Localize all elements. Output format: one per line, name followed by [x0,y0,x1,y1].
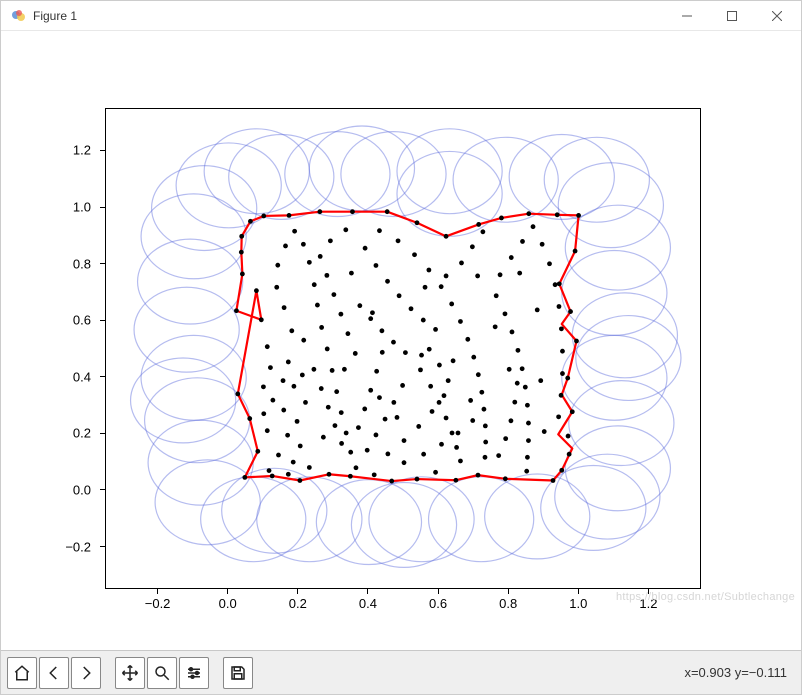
configure-subplots-button[interactable] [179,657,209,689]
x-tick-label: 0.8 [499,596,517,611]
minimize-button[interactable] [664,2,709,30]
titlebar: Figure 1 [1,1,801,31]
matplotlib-toolbar: x=0.903 y=−0.111 [1,650,801,694]
y-tick-label: 1.0 [73,200,91,215]
x-tick-label: 1.0 [569,596,587,611]
figure-canvas[interactable]: −0.2 0.0 0.2 0.4 0.6 0.8 1.0 1.2 −0.2 0.0 0.2 0.4 0.… [1,31,801,649]
x-tick-label: −0.2 [145,596,171,611]
watermark: https://blog.csdn.net/Subtlechange [616,591,795,603]
coord-readout: x=0.903 y=−0.111 [684,665,795,680]
y-tick-label: 0.0 [73,482,91,497]
x-tick-label: 0.6 [429,596,447,611]
x-tick-label: 0.4 [359,596,377,611]
y-tick-label: 0.8 [73,256,91,271]
maximize-button[interactable] [709,2,754,30]
y-tick-label: 1.2 [73,143,91,158]
close-button[interactable] [754,2,799,30]
y-tick-label: −0.2 [65,539,91,554]
home-button[interactable] [7,657,37,689]
y-tick-label: 0.2 [73,426,91,441]
save-button[interactable] [223,657,253,689]
y-tick-label: 0.4 [73,369,91,384]
forward-button[interactable] [71,657,101,689]
x-tick-label: 0.2 [289,596,307,611]
window-title: Figure 1 [33,9,77,23]
pan-button[interactable] [115,657,145,689]
back-button[interactable] [39,657,69,689]
chart-svg [106,109,702,590]
axes-frame [105,108,701,589]
app-icon [11,8,27,24]
x-tick-label: 0.0 [219,596,237,611]
zoom-button[interactable] [147,657,177,689]
y-tick-label: 0.6 [73,313,91,328]
